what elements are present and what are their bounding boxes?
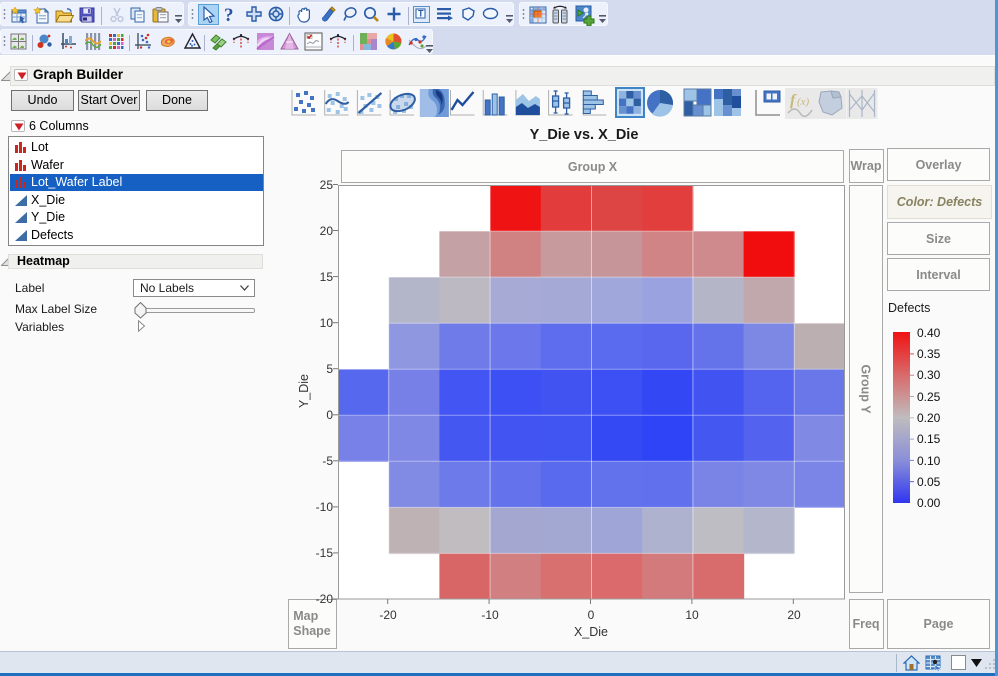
svg-text:(x): (x) (797, 96, 810, 108)
svg-text:f: f (790, 92, 797, 109)
svg-text:?: ? (224, 5, 234, 24)
svg-text:T: T (418, 9, 424, 19)
